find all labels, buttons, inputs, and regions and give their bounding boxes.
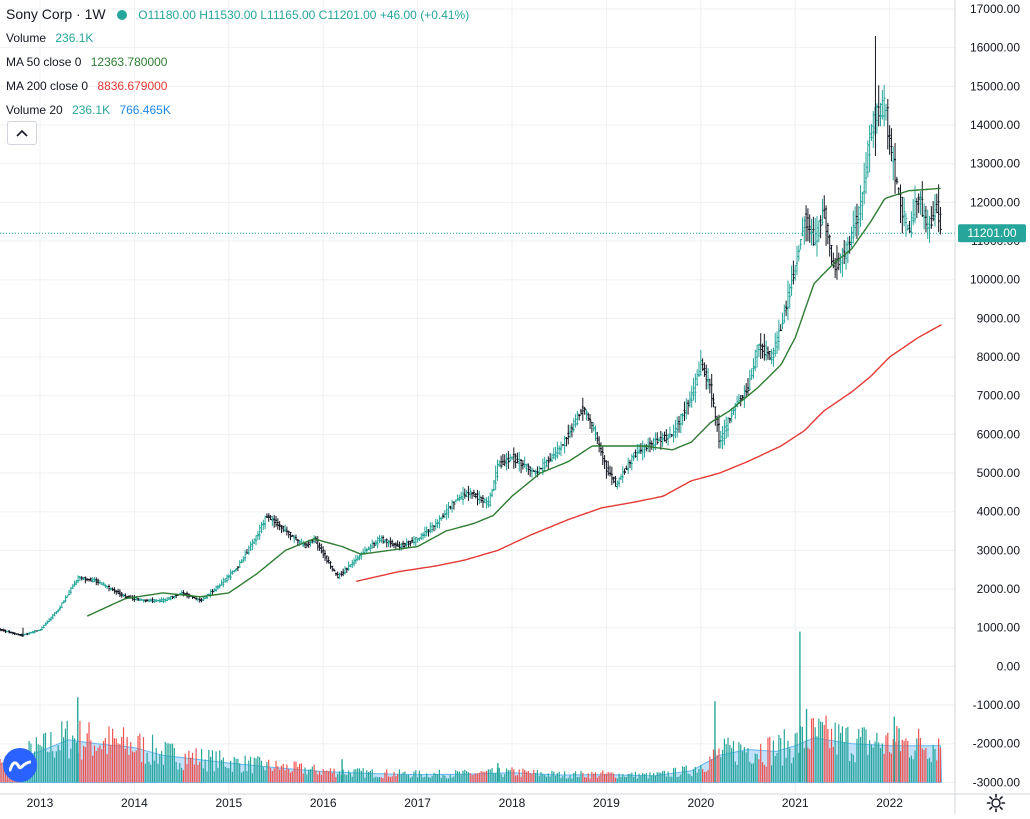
- y-tick-label: 0.00: [997, 659, 1021, 673]
- volume-label: Volume: [6, 31, 47, 45]
- x-tick-label: 2013: [27, 796, 54, 810]
- y-tick-label: 12000.00: [970, 195, 1020, 209]
- vol20-value-2: 766.465K: [119, 103, 171, 117]
- chevron-up-icon: [16, 129, 28, 137]
- ma50-value: 12363.780000: [90, 55, 168, 69]
- ma50-label: MA 50 close 0: [6, 55, 82, 69]
- x-tick-label: 2021: [782, 796, 809, 810]
- y-tick-label: 9000.00: [977, 311, 1021, 325]
- y-tick-label: 8000.00: [977, 350, 1021, 364]
- logo-waves-icon: [9, 760, 31, 772]
- y-tick-label: 15000.00: [970, 79, 1020, 93]
- vol20-label: Volume 20: [6, 103, 63, 117]
- x-tick-label: 2017: [404, 796, 431, 810]
- y-tick-label: 3000.00: [977, 543, 1021, 557]
- x-tick-label: 2014: [121, 796, 148, 810]
- last-price-label: 11201.00: [967, 226, 1016, 240]
- chart-legend: Sony Corp · 1W O11180.00 H11530.00 L1116…: [6, 2, 469, 122]
- y-tick-label: 7000.00: [977, 389, 1021, 403]
- y-tick-label: 16000.00: [970, 41, 1020, 55]
- ohlc-values: O11180.00 H11530.00 L11165.00 C11201.00 …: [138, 8, 470, 22]
- y-tick-label: -3000.00: [973, 775, 1021, 789]
- last-price-badge: [958, 224, 1026, 243]
- y-tick-label: 2000.00: [977, 582, 1021, 596]
- y-tick-label: 6000.00: [977, 427, 1021, 441]
- vol20-value-1: 236.1K: [72, 103, 111, 117]
- legend-volume-row[interactable]: Volume 236.1K: [6, 26, 469, 50]
- y-tick-label: 10000.00: [970, 273, 1020, 287]
- volume-ma-area: [0, 737, 943, 783]
- ma200-value: 8836.679000: [97, 79, 168, 93]
- legend-ma200-row[interactable]: MA 200 close 0 8836.679000: [6, 74, 469, 98]
- y-tick-label: 13000.00: [970, 157, 1020, 171]
- x-tick-label: 2018: [499, 796, 526, 810]
- legend-ma50-row[interactable]: MA 50 close 0 12363.780000: [6, 50, 469, 74]
- volume-value: 236.1K: [55, 31, 94, 45]
- x-tick-label: 2019: [593, 796, 620, 810]
- gear-icon[interactable]: [986, 793, 1006, 813]
- x-tick-label: 2015: [215, 796, 242, 810]
- x-tick-label: 2016: [310, 796, 337, 810]
- ma200-label: MA 200 close 0: [6, 79, 89, 93]
- legend-vol20-row[interactable]: Volume 20 236.1K 766.465K: [6, 98, 469, 122]
- legend-symbol-row: Sony Corp · 1W O11180.00 H11530.00 L1116…: [6, 2, 469, 26]
- y-tick-label: 4000.00: [977, 505, 1021, 519]
- market-status-dot-icon: [116, 9, 127, 20]
- y-tick-label: 5000.00: [977, 466, 1021, 480]
- legend-collapse-button[interactable]: [7, 121, 37, 145]
- y-tick-label: -2000.00: [973, 737, 1021, 751]
- y-tick-label: 14000.00: [970, 118, 1020, 132]
- x-tick-label: 2020: [687, 796, 714, 810]
- ma50-line: [86, 187, 941, 617]
- y-tick-label: -1000.00: [973, 698, 1021, 712]
- ma200-line: [356, 324, 942, 582]
- y-tick-label: 17000.00: [970, 2, 1020, 16]
- x-tick-label: 2022: [876, 796, 903, 810]
- tradingview-logo-icon[interactable]: [3, 748, 37, 782]
- y-tick-label: 1000.00: [977, 621, 1021, 635]
- symbol-title[interactable]: Sony Corp · 1W: [6, 6, 106, 22]
